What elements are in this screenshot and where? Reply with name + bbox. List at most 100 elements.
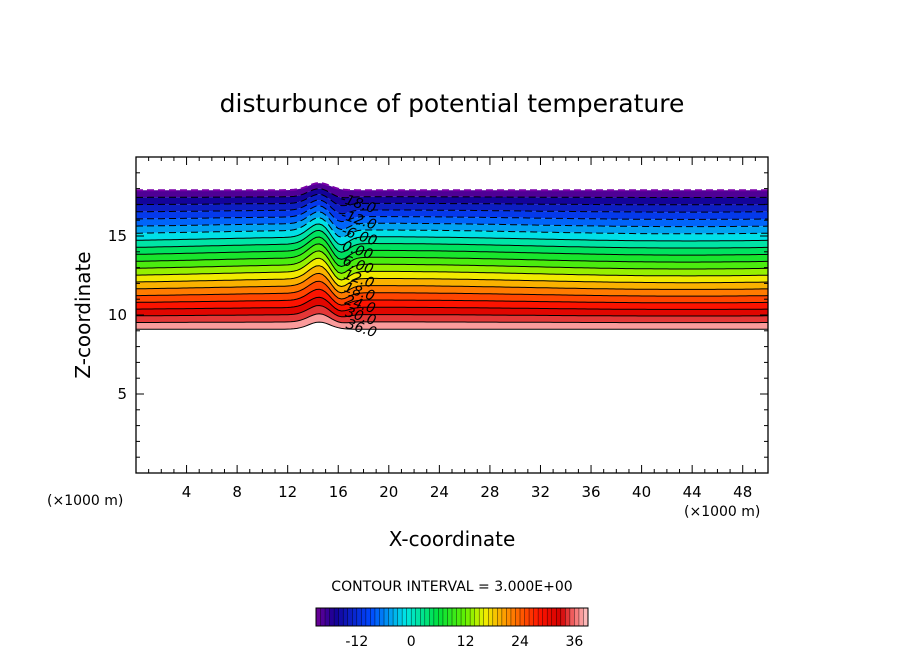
colorbar-segment	[343, 608, 349, 626]
colorbar-segment	[520, 608, 525, 626]
contour-band	[136, 237, 768, 267]
colorbar-tick-label: 0	[407, 634, 416, 650]
colorbar-segment	[547, 608, 553, 626]
colorbar-segment	[379, 608, 385, 626]
colorbar-segment	[356, 608, 362, 626]
colorbar-segment	[415, 608, 421, 626]
y-tick-label: 15	[108, 227, 127, 245]
colorbar-segment	[352, 608, 358, 626]
colorbar-segment	[474, 608, 480, 626]
contour-line	[136, 313, 768, 324]
colorbar-segment	[465, 608, 471, 626]
contour-line	[136, 188, 768, 199]
colorbar-segment	[501, 608, 507, 626]
colorbar-segment	[361, 608, 367, 626]
colorbar-segment	[447, 608, 453, 626]
colorbar-segment	[420, 608, 426, 626]
contour-band	[136, 224, 768, 253]
colorbar-segment	[488, 608, 494, 626]
x-tick-label: 32	[531, 483, 550, 501]
x-tick-label: 36	[581, 483, 600, 501]
colorbar-tick-label: 12	[457, 634, 475, 650]
colorbar-segment	[334, 608, 339, 626]
x-tick-label: 20	[379, 483, 398, 501]
colorbar-segment	[574, 608, 580, 626]
x-axis: 4 8 12 16 20 24 28 32 36 40 44 48	[148, 157, 756, 501]
contour-line	[136, 288, 768, 306]
x-tick-label: 40	[632, 483, 651, 501]
colorbar-segment	[442, 608, 448, 626]
contour-line	[136, 265, 768, 288]
contour-line	[136, 296, 768, 312]
colorbar-segment	[406, 608, 412, 626]
y-tick-label: 5	[117, 385, 127, 403]
contour-line	[136, 243, 768, 268]
contour-interval-text: CONTOUR INTERVAL = 3.000E+00	[331, 579, 572, 595]
chart-title: disturbunce of potential temperature	[220, 89, 685, 118]
y-axis: 5 10 15	[108, 172, 768, 458]
colorbar-segment	[411, 608, 417, 626]
colorbar-segment	[384, 608, 389, 626]
contour-band	[136, 230, 768, 260]
colorbar-tick-label: 36	[565, 634, 583, 650]
colorbar-tick-label: -12	[345, 634, 368, 650]
y-tick-label: 10	[108, 306, 127, 324]
colorbar-segment	[538, 608, 543, 626]
contour-line	[136, 272, 768, 294]
contour-line	[136, 280, 768, 300]
colorbar-segment	[529, 608, 534, 626]
colorbar-segment	[556, 608, 562, 626]
colorbar-tick-label: 24	[511, 634, 529, 650]
colorbar-segment	[370, 608, 376, 626]
x-tick-label: 24	[430, 483, 449, 501]
contour-line	[136, 199, 768, 215]
colorbar-segment	[497, 608, 503, 626]
colorbar-segment	[433, 608, 439, 626]
contour-band	[136, 217, 768, 245]
colorbar-segment	[365, 608, 371, 626]
colorbar-segment	[560, 608, 566, 626]
contour-line	[136, 205, 768, 223]
contour-line	[136, 193, 768, 207]
colorbar-segment	[338, 608, 344, 626]
colorbar-segment	[542, 608, 548, 626]
x-tick-label: 44	[683, 483, 702, 501]
contour-lines	[136, 182, 768, 330]
colorbar-segment	[320, 608, 326, 626]
contour-band	[136, 305, 768, 323]
contour-line	[136, 257, 768, 281]
x-axis-label: X-coordinate	[389, 527, 516, 551]
colorbar-segment	[470, 608, 475, 626]
colorbar-segment	[533, 608, 539, 626]
colorbar-segment	[483, 608, 489, 626]
colorbar-segment	[456, 608, 462, 626]
colorbar-segment	[461, 608, 466, 626]
colorbar-segment	[506, 608, 512, 626]
colorbar-ticks: -12 0 12 24 36	[345, 634, 583, 650]
colorbar-segment	[374, 608, 380, 626]
x-tick-label: 28	[480, 483, 499, 501]
colorbar-segment	[316, 608, 321, 626]
colorbar-segment	[510, 608, 516, 626]
contour-line	[136, 217, 768, 238]
x-tick-label: 16	[329, 483, 348, 501]
colorbar-segment	[515, 608, 521, 626]
colorbar-segment	[424, 608, 430, 626]
colorbar-segment	[388, 608, 394, 626]
colorbar-segment	[329, 608, 335, 626]
colorbar-segment	[402, 608, 407, 626]
contour-line	[136, 182, 768, 192]
colorbar-segment	[524, 608, 530, 626]
colorbar	[315, 608, 589, 626]
colorbar-segment	[325, 608, 330, 626]
colorbar-segment	[452, 608, 457, 626]
colorbar-segment	[438, 608, 444, 626]
colorbar-segment	[565, 608, 571, 626]
contour-line	[136, 223, 768, 246]
colorbar-segment	[397, 608, 403, 626]
x-tick-label: 12	[278, 483, 297, 501]
y-unit-label: (×1000 m)	[47, 493, 123, 509]
colorbar-segment	[583, 608, 589, 626]
y-axis-label: Z-coordinate	[71, 251, 95, 378]
colorbar-segment	[347, 608, 353, 626]
